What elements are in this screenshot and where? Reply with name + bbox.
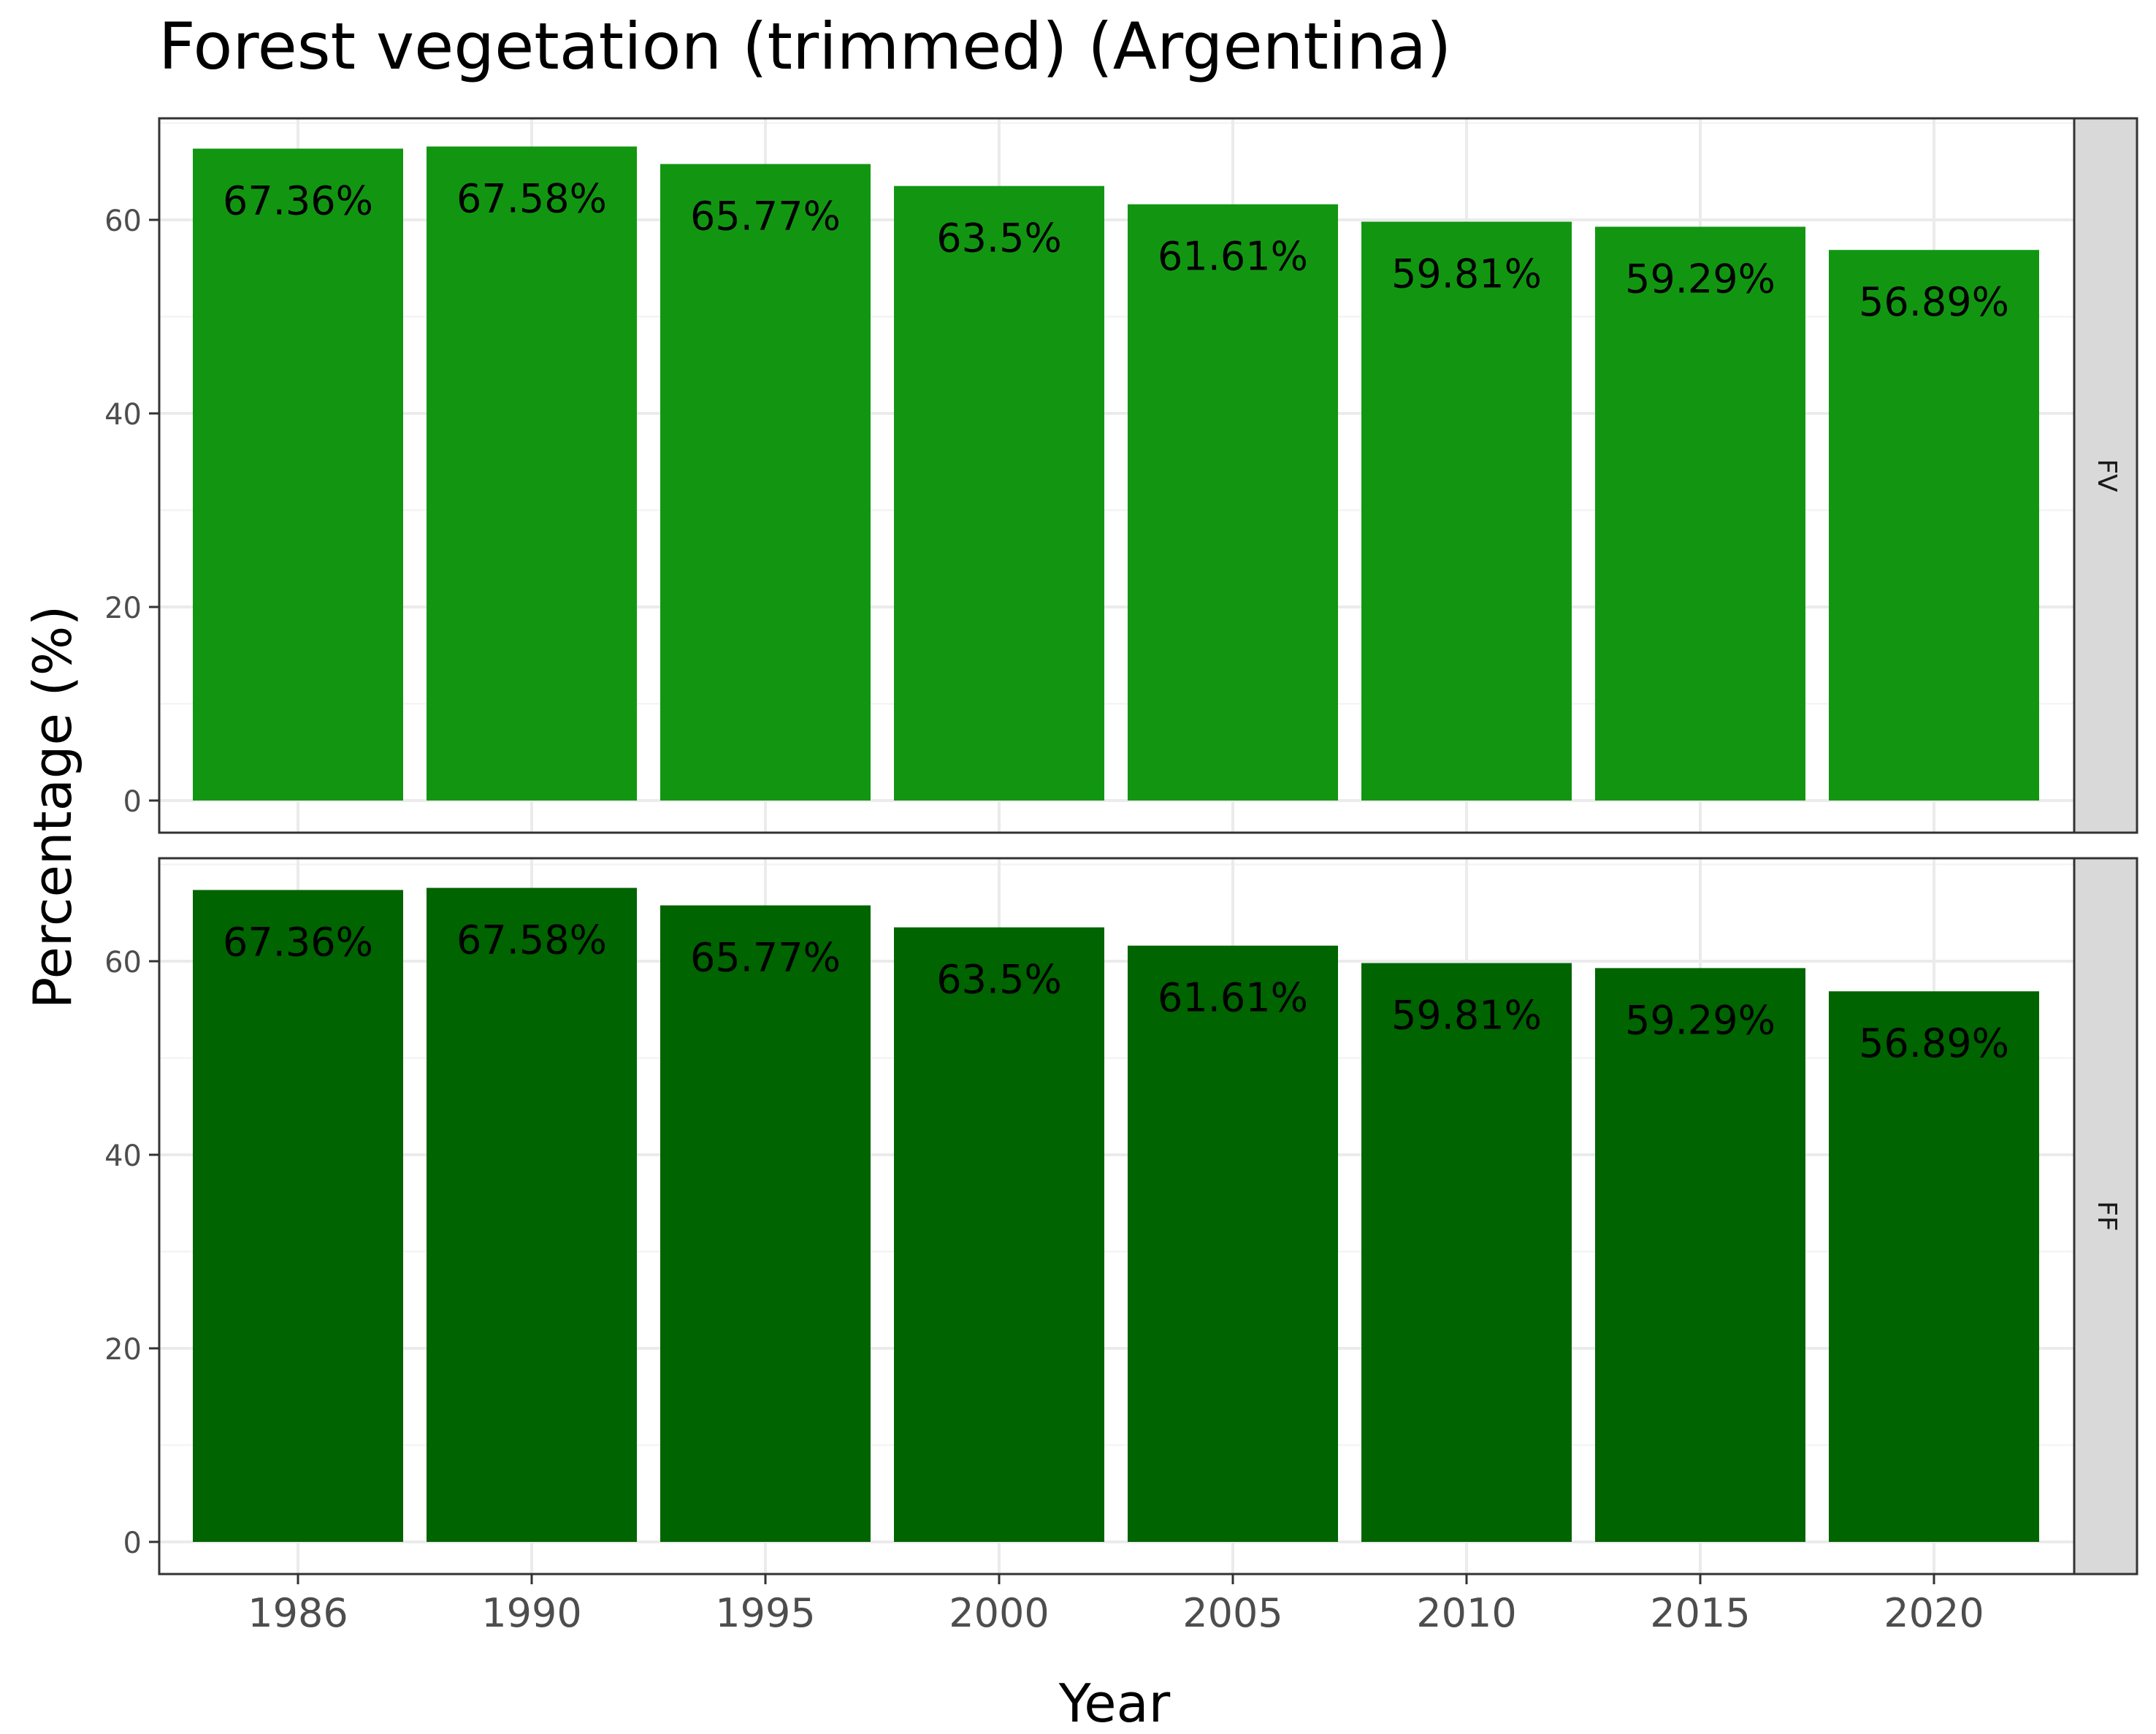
x-tick-label: 1986 xyxy=(248,1590,348,1636)
data-label: 59.81% xyxy=(1391,993,1542,1039)
x-tick-label: 2010 xyxy=(1416,1590,1516,1636)
x-tick-label: 2020 xyxy=(1884,1590,1984,1636)
data-label: 61.61% xyxy=(1158,234,1308,280)
y-tick-label: 20 xyxy=(104,592,142,625)
bar-2005 xyxy=(1128,204,1338,801)
x-tick-label: 1990 xyxy=(481,1590,581,1636)
y-tick-label: 40 xyxy=(104,398,142,432)
facet-strip-label: FV xyxy=(2092,459,2122,492)
bar-2015 xyxy=(1595,226,1805,801)
y-tick-label: 60 xyxy=(104,946,142,979)
bar-2010 xyxy=(1361,963,1572,1542)
x-tick-label: 2000 xyxy=(949,1590,1049,1636)
data-label: 65.77% xyxy=(690,935,841,981)
chart-title: Forest vegetation (trimmed) (Argentina) xyxy=(158,9,1452,84)
bar-1990 xyxy=(427,146,637,801)
bar-2000 xyxy=(894,927,1104,1542)
data-label: 67.58% xyxy=(456,176,607,222)
facet-strip-label: FF xyxy=(2092,1201,2122,1231)
bar-2005 xyxy=(1128,945,1338,1542)
facet-panel-fv: 67.36% 67.58% 65.77% 63.5% 61.61% 59.81% 59.29… xyxy=(104,117,2138,834)
bar-1986 xyxy=(193,890,403,1542)
facet-strip xyxy=(2073,117,2138,834)
bar-2020 xyxy=(1829,250,2039,801)
bar-1995 xyxy=(660,905,871,1542)
data-label: 61.61% xyxy=(1158,975,1308,1021)
data-label: 67.58% xyxy=(456,917,607,963)
data-label: 59.29% xyxy=(1625,256,1775,302)
facet-panel-ff: 67.36% 67.58% 65.77% 63.5% 61.61% 59.81% 59.29… xyxy=(104,857,2138,1576)
bar-1990 xyxy=(427,887,637,1542)
y-tick-label: 40 xyxy=(104,1139,142,1173)
data-label: 59.81% xyxy=(1391,251,1542,297)
data-label: 56.89% xyxy=(1859,279,2009,325)
x-axis-label: Year xyxy=(1058,1673,1171,1734)
bar-2010 xyxy=(1361,221,1572,801)
data-label: 59.29% xyxy=(1625,997,1775,1043)
data-label: 67.36% xyxy=(223,919,373,965)
bar-2000 xyxy=(894,186,1104,801)
data-label: 56.89% xyxy=(1859,1020,2009,1066)
x-tick-label: 2015 xyxy=(1650,1590,1750,1636)
y-tick-label: 20 xyxy=(104,1333,142,1367)
y-tick-label: 60 xyxy=(104,205,142,238)
data-label: 63.5% xyxy=(936,215,1062,261)
data-label: 63.5% xyxy=(936,957,1062,1003)
x-tick-label: 2005 xyxy=(1182,1590,1282,1636)
facet-strip xyxy=(2073,857,2138,1576)
bar-1995 xyxy=(660,164,871,801)
bar-1986 xyxy=(193,148,403,801)
y-tick-label: 0 xyxy=(123,785,142,819)
data-label: 65.77% xyxy=(690,194,841,240)
data-label: 67.36% xyxy=(223,177,373,224)
bar-2020 xyxy=(1829,991,2039,1542)
bar-2015 xyxy=(1595,968,1805,1542)
y-tick-label: 0 xyxy=(123,1527,142,1560)
x-tick-label: 1995 xyxy=(715,1590,815,1636)
